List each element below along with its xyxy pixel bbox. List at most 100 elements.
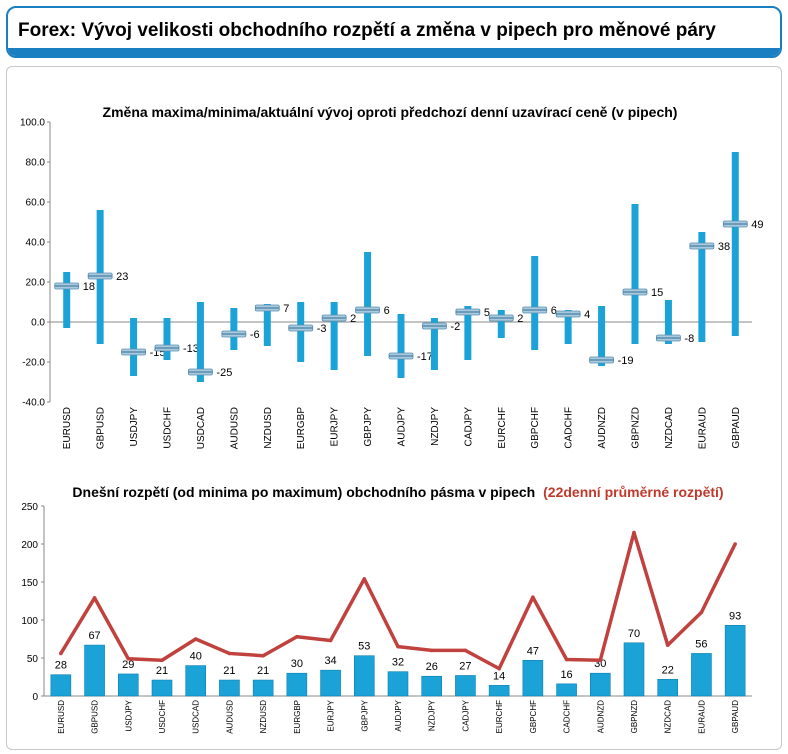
- range-chart-y-tick-label: 80.0: [26, 158, 46, 169]
- range-chart-category-label: USDCAD: [196, 407, 207, 449]
- spread-chart-category-label: GBPCHF: [529, 700, 538, 733]
- average-spread-point: [193, 637, 198, 641]
- spread-bar: [623, 642, 645, 697]
- spread-chart-category-label: NZDUSD: [259, 700, 268, 734]
- average-spread-point: [295, 634, 299, 639]
- spread-bar: [151, 679, 173, 697]
- spread-chart-y-tick-label: 50: [27, 654, 39, 665]
- spread-chart-category-label: EURAUD: [697, 700, 706, 734]
- range-bar: [196, 302, 204, 382]
- spread-chart-title-main: Dnešní rozpětí (od minima po maximum) ob…: [72, 484, 535, 500]
- range-chart-category-label: AUDUSD: [229, 407, 240, 449]
- range-bar: [297, 302, 305, 362]
- spread-bar: [387, 671, 409, 697]
- spread-chart-y-tick-label: 250: [21, 502, 38, 513]
- range-chart-category-label: GBPNZD: [631, 407, 642, 449]
- spread-bar-label: 29: [122, 659, 134, 671]
- current-value-label: 2: [350, 313, 356, 325]
- range-bar: [731, 152, 739, 336]
- range-bar: [263, 304, 271, 346]
- spread-chart-title-suffix: (22denní průměrné rozpětí): [543, 484, 723, 500]
- range-chart-y-tick-label: 0.0: [31, 318, 45, 329]
- spread-bar-label: 27: [459, 660, 471, 672]
- current-value-label: 15: [651, 287, 663, 299]
- range-bar: [564, 310, 572, 344]
- average-spread-point: [733, 542, 737, 546]
- range-bar: [598, 306, 606, 366]
- spread-chart-category-label: GBPJPY: [360, 699, 369, 731]
- average-spread-point: [531, 595, 535, 599]
- spread-bar: [185, 665, 207, 697]
- range-chart-category-label: EURGBP: [296, 407, 307, 450]
- current-value-label: -8: [684, 333, 694, 345]
- charts-panel: [6, 66, 782, 750]
- range-bar: [664, 300, 672, 344]
- average-spread-point: [160, 658, 164, 663]
- spread-bar-label: 26: [426, 661, 438, 673]
- spread-bar: [589, 672, 611, 697]
- average-spread-point: [665, 643, 670, 647]
- average-spread-point: [126, 656, 131, 661]
- current-value-label: 4: [584, 309, 590, 321]
- current-value-label: -13: [183, 343, 199, 355]
- average-spread-point: [396, 644, 400, 649]
- spread-bar-label: 93: [729, 610, 741, 622]
- range-chart-category-label: CADJPY: [463, 407, 474, 447]
- spread-chart-category-label: AUDUSD: [225, 700, 234, 734]
- current-value-label: 5: [484, 307, 490, 319]
- spread-bar-label: 70: [628, 628, 640, 640]
- spread-bar-label: 21: [257, 665, 269, 677]
- range-bar: [497, 310, 505, 338]
- average-spread-point: [564, 657, 569, 662]
- spread-chart-y-tick-label: 0: [32, 692, 38, 703]
- spread-chart-category-label: GBPNZD: [630, 700, 639, 734]
- spread-bar: [84, 644, 105, 697]
- current-value-label: 23: [116, 271, 128, 283]
- range-bar: [631, 204, 639, 344]
- spread-chart-category-label: USDCAD: [192, 700, 201, 734]
- range-bar: [397, 314, 405, 378]
- average-spread-point: [328, 638, 333, 643]
- range-bar: [163, 318, 171, 360]
- spread-bar-label: 21: [156, 665, 168, 677]
- range-chart-category-label: GBPJPY: [363, 407, 374, 447]
- spread-chart-category-label: CADCHF: [563, 700, 572, 733]
- range-chart-category-label: NZDCAD: [664, 407, 675, 449]
- range-bar: [430, 318, 438, 370]
- current-value-label: -17: [417, 351, 433, 363]
- range-chart-category-label: NZDJPY: [430, 407, 441, 446]
- range-chart-category-label: GBPCHF: [530, 407, 541, 449]
- range-chart-category-label: EURAUD: [697, 407, 708, 449]
- average-spread-point: [362, 577, 367, 581]
- range-bar: [531, 256, 539, 350]
- spread-chart-title: Dnešní rozpětí (od minima po maximum) ob…: [72, 484, 723, 500]
- spread-chart-category-label: CADJPY: [461, 699, 470, 731]
- range-chart-category-label: EURCHF: [497, 407, 508, 449]
- range-bar: [63, 272, 71, 328]
- page-title: Forex: Vývoj velikosti obchodního rozpět…: [18, 20, 716, 41]
- current-value-label: 7: [283, 303, 289, 315]
- range-chart-title: Změna maxima/minima/aktuální vývoj oprot…: [103, 104, 678, 120]
- spread-bar-label: 67: [88, 630, 100, 642]
- spread-bar-label: 28: [55, 660, 67, 672]
- range-chart-category-label: AUDJPY: [397, 407, 408, 447]
- range-chart-category-label: USDJPY: [129, 407, 140, 447]
- spread-bar: [421, 675, 443, 697]
- spread-bar-label: 56: [695, 638, 707, 650]
- range-chart-category-label: EURJPY: [330, 407, 341, 447]
- range-chart-y-tick-label: 60.0: [26, 198, 46, 209]
- spread-chart-category-label: NZDCAD: [664, 700, 673, 734]
- current-value-label: 2: [517, 313, 523, 325]
- current-value-label: -19: [618, 355, 634, 367]
- spread-chart-category-label: USDJPY: [124, 699, 133, 731]
- average-spread-point: [92, 596, 97, 600]
- spread-bar: [488, 685, 510, 697]
- average-spread-point: [699, 610, 704, 615]
- spread-bar: [522, 659, 544, 697]
- spread-bar-label: 30: [291, 658, 303, 670]
- range-chart-category-label: CADCHF: [564, 407, 575, 449]
- average-spread-point: [632, 530, 636, 535]
- current-value-label: -25: [216, 367, 232, 379]
- current-value-label: 38: [718, 241, 730, 253]
